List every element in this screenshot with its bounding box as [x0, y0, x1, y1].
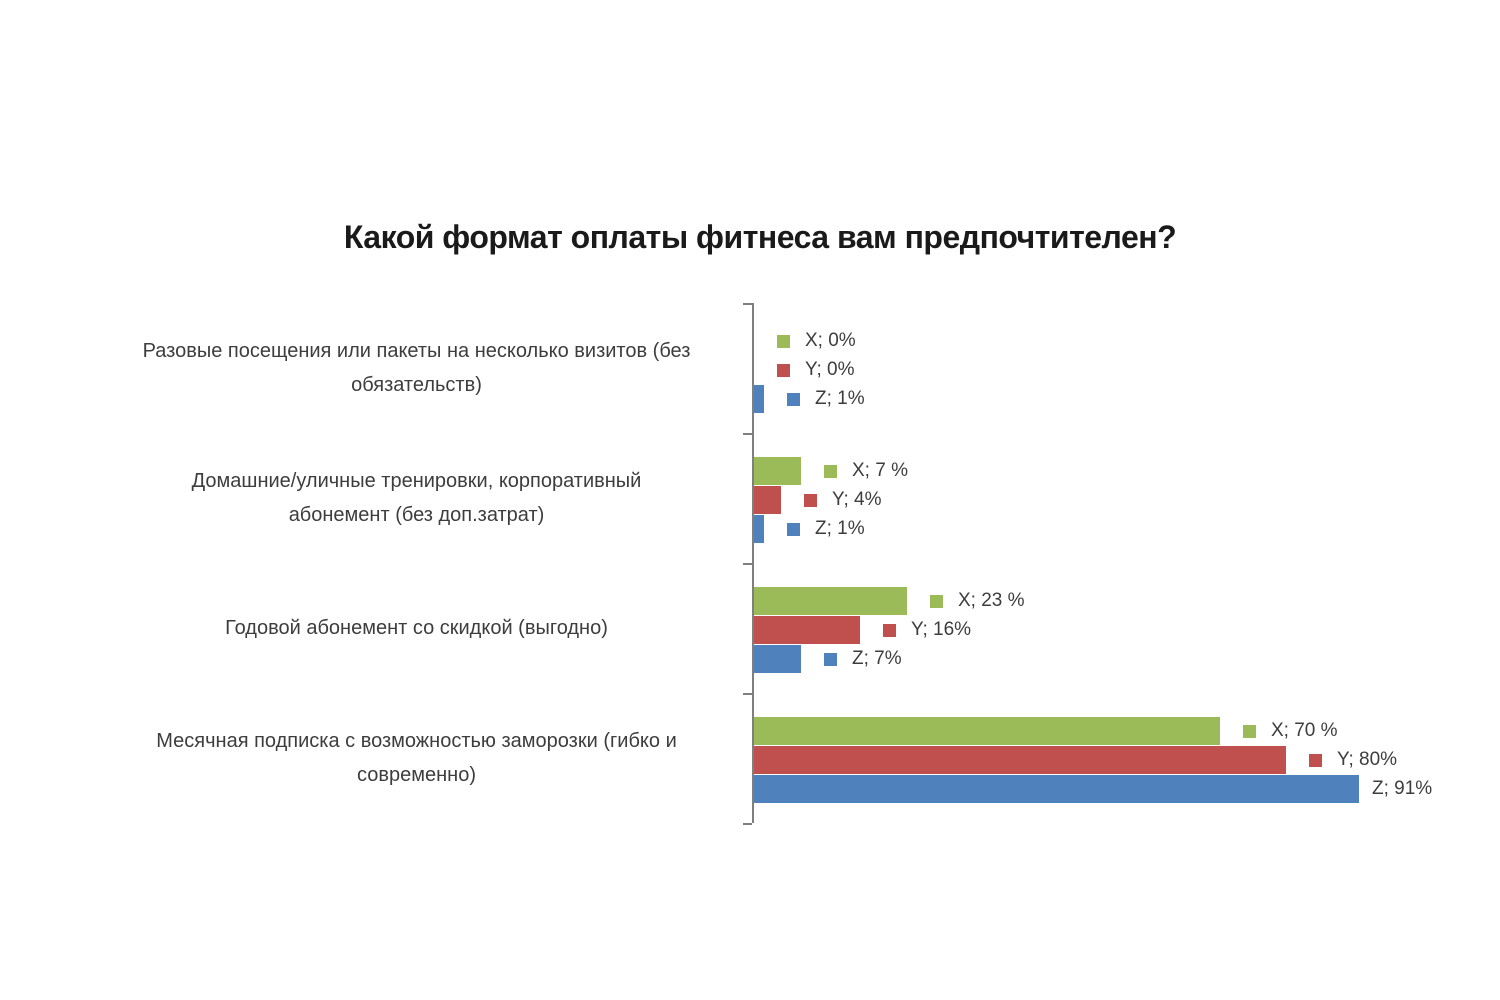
axis-tick: [743, 823, 752, 825]
axis-tick: [743, 693, 752, 695]
category-label-line: Месячная подписка с возможностью замороз…: [156, 730, 677, 752]
bar-x: [754, 587, 907, 615]
category-label-line: Годовой абонемент со скидкой (выгодно): [225, 617, 608, 639]
data-label: Z; 1%: [787, 385, 865, 413]
legend-key-x-icon: [824, 464, 837, 478]
data-label: X; 23 %: [930, 587, 1025, 615]
data-label-text: Y; 0%: [805, 359, 855, 380]
axis-tick: [743, 303, 752, 305]
legend-key-x-icon: [930, 594, 943, 608]
legend-key-y-icon: [804, 493, 817, 507]
bar-z: [754, 385, 764, 413]
legend-key-z-icon: [787, 522, 800, 536]
legend-key-z-icon: [787, 392, 800, 406]
category-label-line: Домашние/уличные тренировки, корпоративн…: [191, 470, 642, 492]
bar-x: [754, 457, 801, 485]
data-label: Y; 16%: [883, 616, 971, 644]
data-label: Z; 7%: [824, 645, 902, 673]
legend-key-z-icon: [824, 652, 837, 666]
bar-x: [754, 717, 1220, 745]
data-label: Z; 91%: [1372, 775, 1432, 803]
data-label-text: Z; 91%: [1372, 778, 1433, 799]
data-label: X; 70 %: [1243, 717, 1338, 745]
bar-y: [754, 486, 781, 514]
data-label-text: Z; 1%: [815, 388, 865, 409]
bar-y: [754, 616, 860, 644]
data-label: Y; 0%: [777, 356, 854, 384]
data-label-text: X; 7 %: [852, 460, 908, 481]
legend-key-y-icon: [883, 623, 896, 637]
data-label-text: X; 23 %: [958, 590, 1025, 611]
bar-z: [754, 515, 764, 543]
data-label-text: Y; 16%: [911, 619, 972, 640]
axis-tick: [743, 563, 752, 565]
data-label-text: Y; 4%: [832, 489, 882, 510]
legend-key-x-icon: [777, 334, 790, 348]
category-label: Домашние/уличные тренировки, корпоративн…: [95, 433, 738, 563]
data-label-text: Z; 7%: [852, 648, 902, 669]
category-label: Месячная подписка с возможностью замороз…: [95, 693, 738, 823]
data-label: Y; 80%: [1309, 746, 1397, 774]
data-label-text: X; 70 %: [1271, 720, 1338, 741]
value-axis-line: [752, 303, 754, 823]
category-label-line: обязательств): [351, 374, 482, 396]
category-label-line: современно): [357, 764, 476, 786]
bar-z: [754, 775, 1359, 803]
category-label: Разовые посещения или пакеты на нескольк…: [95, 303, 738, 433]
axis-tick: [743, 433, 752, 435]
legend-key-y-icon: [777, 363, 790, 377]
category-label-line: абонемент (без доп.затрат): [288, 504, 545, 526]
data-label: Z; 1%: [787, 515, 865, 543]
legend-key-y-icon: [1309, 753, 1322, 767]
data-label: Y; 4%: [804, 486, 881, 514]
data-label-text: X; 0%: [805, 330, 856, 351]
data-label-text: Y; 80%: [1337, 749, 1398, 770]
chart-title: Какой формат оплаты фитнеса вам предпочт…: [343, 219, 1177, 255]
bar-y: [754, 746, 1286, 774]
bar-z: [754, 645, 801, 673]
data-label-text: Z; 1%: [815, 518, 865, 539]
legend-key-x-icon: [1243, 724, 1256, 738]
category-label: Годовой абонемент со скидкой (выгодно): [95, 563, 738, 693]
data-label: X; 0%: [777, 327, 856, 355]
data-label: X; 7 %: [824, 457, 908, 485]
category-label-line: Разовые посещения или пакеты на нескольк…: [142, 340, 691, 362]
